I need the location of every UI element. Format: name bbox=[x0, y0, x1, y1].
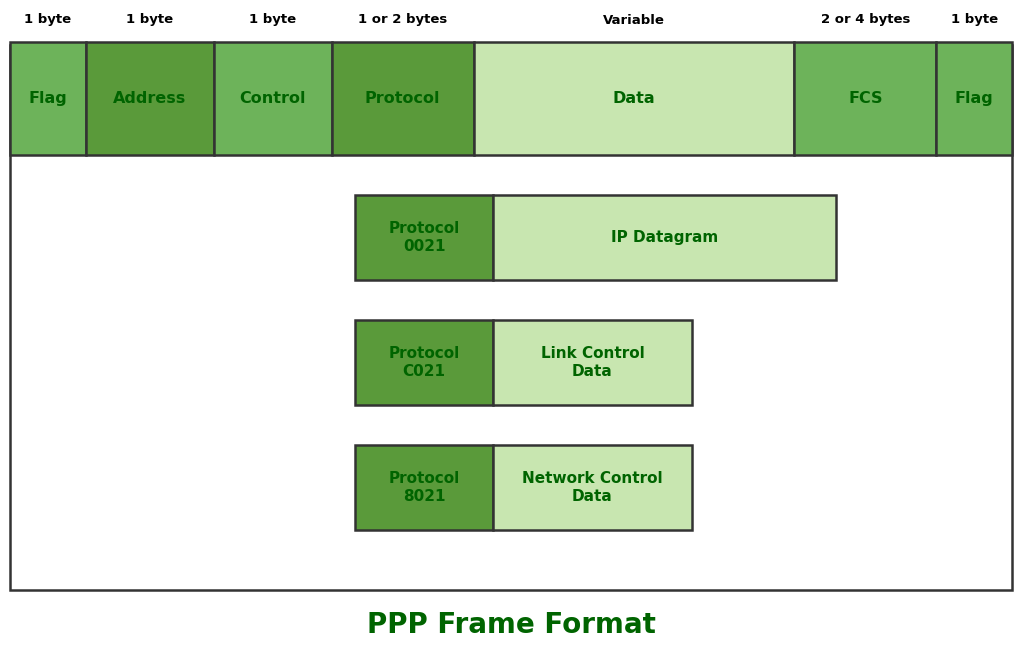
Text: Protocol
8021: Protocol 8021 bbox=[388, 471, 460, 504]
Bar bbox=[214, 42, 332, 155]
Bar bbox=[10, 42, 86, 155]
Text: FCS: FCS bbox=[848, 91, 883, 106]
Bar bbox=[794, 42, 936, 155]
Text: 1 or 2 bytes: 1 or 2 bytes bbox=[358, 14, 448, 26]
Text: 1 byte: 1 byte bbox=[950, 14, 997, 26]
Text: 1 byte: 1 byte bbox=[25, 14, 72, 26]
Text: Address: Address bbox=[113, 91, 186, 106]
Text: Protocol
0021: Protocol 0021 bbox=[388, 221, 460, 254]
Bar bbox=[355, 445, 494, 530]
Text: PPP Frame Format: PPP Frame Format bbox=[367, 611, 655, 639]
Text: 1 byte: 1 byte bbox=[249, 14, 296, 26]
Text: IP Datagram: IP Datagram bbox=[611, 230, 718, 245]
Bar bbox=[473, 42, 794, 155]
Bar bbox=[494, 320, 692, 405]
Text: 1 byte: 1 byte bbox=[127, 14, 174, 26]
Bar bbox=[355, 320, 494, 405]
Text: Data: Data bbox=[613, 91, 655, 106]
Text: Flag: Flag bbox=[955, 91, 993, 106]
Text: Protocol
C021: Protocol C021 bbox=[388, 346, 460, 378]
Bar bbox=[494, 195, 836, 280]
Bar bbox=[936, 42, 1012, 155]
Text: Flag: Flag bbox=[29, 91, 67, 106]
Text: Variable: Variable bbox=[603, 14, 665, 26]
Bar bbox=[494, 445, 692, 530]
Bar bbox=[10, 45, 1012, 590]
Bar bbox=[355, 195, 494, 280]
Text: Network Control
Data: Network Control Data bbox=[522, 471, 663, 504]
Text: Protocol: Protocol bbox=[365, 91, 440, 106]
Text: Control: Control bbox=[239, 91, 307, 106]
Text: Link Control
Data: Link Control Data bbox=[541, 346, 644, 378]
Bar bbox=[332, 42, 473, 155]
Text: 2 or 4 bytes: 2 or 4 bytes bbox=[821, 14, 910, 26]
Bar bbox=[86, 42, 214, 155]
